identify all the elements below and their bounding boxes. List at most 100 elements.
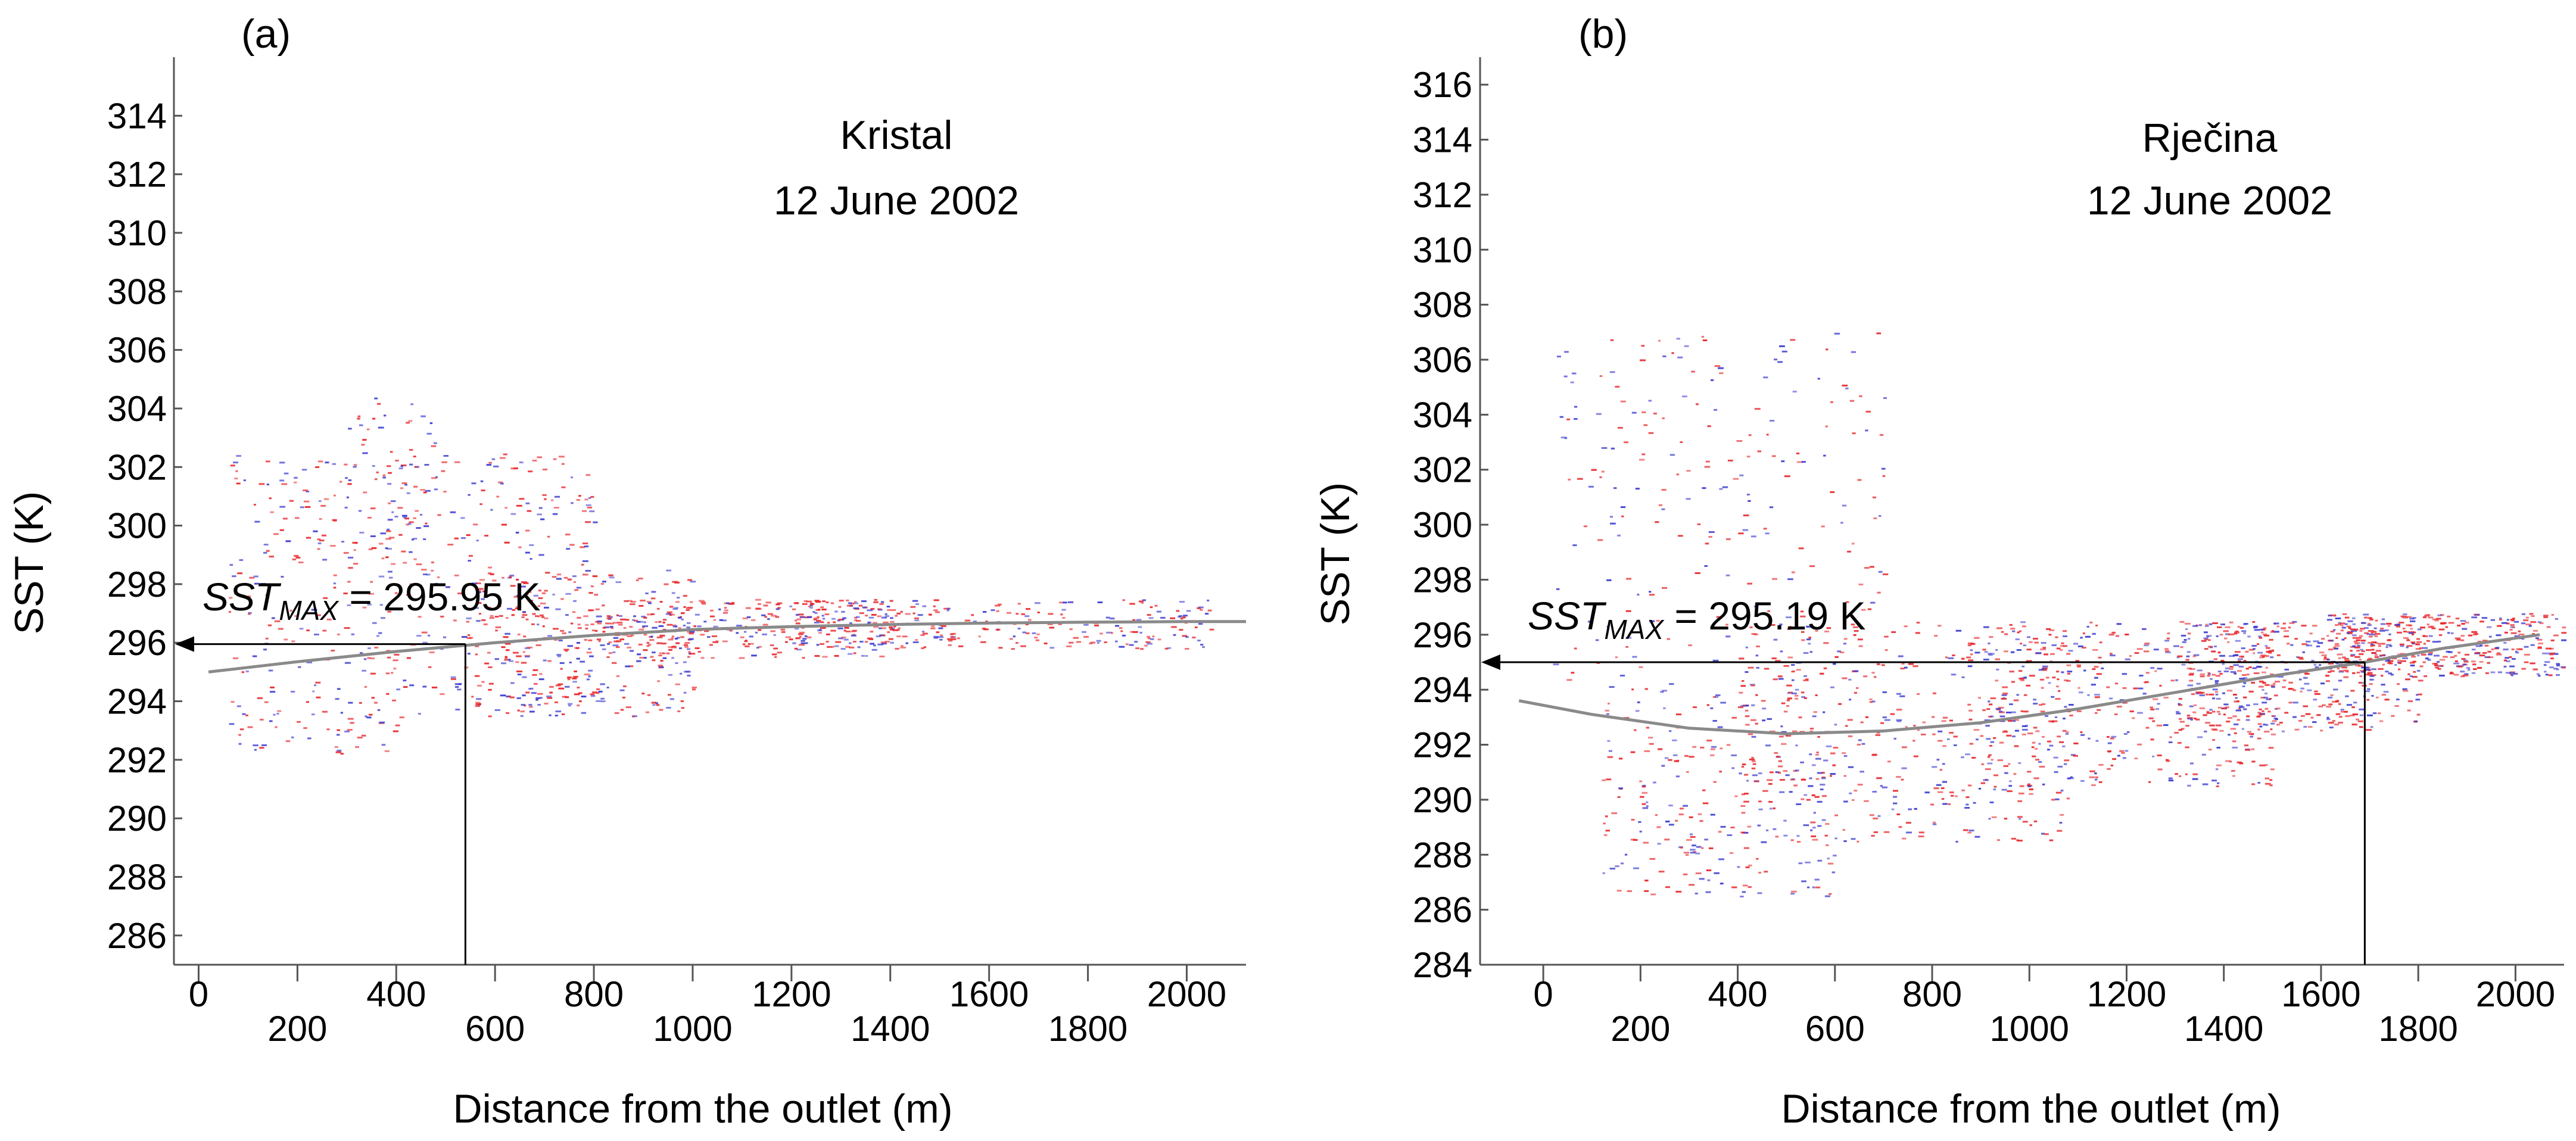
panel-b-scatter-point <box>1559 416 1563 418</box>
panel-b-scatter-point <box>1739 657 1745 660</box>
panel-b-scatter-point <box>1812 827 1816 829</box>
panel-b-scatter-point <box>1591 469 1597 471</box>
panel-a-xtick-label: 1000 <box>653 1009 732 1049</box>
panel-b-scatter-point <box>1571 372 1577 375</box>
panel-b-scatter-point <box>1898 826 1902 828</box>
panel-a-scatter-point <box>816 644 820 646</box>
panel-a-scatter-point <box>230 464 235 467</box>
panel-b-scatter-point <box>1825 823 1830 825</box>
panel-b-scatter-point <box>1896 813 1901 815</box>
panel-b-scatter-point <box>1643 841 1649 844</box>
panel-a-scatter-point <box>684 642 690 644</box>
panel-b-scatter-point <box>2041 642 2047 644</box>
panel-b-scatter-point <box>2248 690 2254 693</box>
panel-b-scatter-point <box>1755 654 1759 657</box>
panel-a-scatter-point <box>525 551 530 554</box>
panel-b-scatter-point <box>2094 677 2098 679</box>
panel-b-scatter-point <box>2316 714 2321 716</box>
panel-b-scatter-point <box>2063 635 2067 637</box>
panel-b-scatter-point <box>2227 641 2230 643</box>
panel-a-scatter-point <box>820 643 825 645</box>
panel-b-scatter-point <box>2126 731 2130 733</box>
panel-b-xtick-label: 1200 <box>2087 974 2166 1014</box>
panel-b-scatter-point <box>1695 892 1698 894</box>
panel-a-scatter-point <box>535 644 541 646</box>
panel-a-scatter-point <box>266 484 269 485</box>
panel-b-scatter-point <box>2253 672 2260 674</box>
panel-a-scatter-point <box>347 581 351 583</box>
panel-b-scatter-point <box>1758 772 1762 775</box>
panel-a-scatter-point <box>615 581 622 584</box>
panel-a-scatter-point <box>582 573 588 576</box>
panel-b-scatter-point <box>1633 839 1638 841</box>
panel-b-scatter-point <box>1822 615 1826 617</box>
panel-b-scatter-point <box>2095 740 2099 742</box>
panel-a-scatter-point <box>248 596 251 598</box>
panel-b-scatter-point <box>2409 618 2415 620</box>
panel-b-scatter-point <box>1675 713 1682 716</box>
panel-a-scatter-point <box>313 530 318 532</box>
panel-b-scatter-point <box>2263 627 2267 629</box>
panel-a-scatter-point <box>686 626 690 628</box>
panel-a-scatter-point <box>622 696 625 699</box>
panel-b-scatter-point <box>1948 657 1954 659</box>
panel-b-scatter-point <box>2256 666 2262 668</box>
panel-a-scatter-point <box>523 635 527 638</box>
panel-a-scatter-point <box>646 711 649 713</box>
panel-b-scatter-point <box>1916 693 1920 695</box>
panel-b-scatter-point <box>2400 615 2407 618</box>
panel-b-scatter-point <box>2407 700 2413 702</box>
panel-a-scatter-point <box>532 674 537 676</box>
panel-b-scatter-point <box>1787 697 1792 700</box>
panel-b-scatter-point <box>1668 805 1673 807</box>
panel-b-scatter-point <box>2397 653 2402 656</box>
panel-a-scatter-point <box>674 638 678 640</box>
panel-b-scatter-point <box>2479 660 2484 663</box>
panel-b-scatter-point <box>2360 671 2365 673</box>
panel-b-scatter-point <box>1815 694 1818 696</box>
panel-b-scatter-point <box>2188 674 2194 676</box>
panel-a-scatter-point <box>736 625 742 627</box>
panel-a-scatter-point <box>245 714 248 716</box>
panel-b-scatter-point <box>1968 709 1973 712</box>
panel-a-scatter-point <box>681 612 685 615</box>
panel-a-scatter-point <box>440 693 445 696</box>
panel-a-scatter-point <box>322 710 328 713</box>
panel-a-scatter-point <box>391 563 396 565</box>
panel-b-scatter-point <box>1720 702 1726 704</box>
panel-b-scatter-point <box>2206 712 2212 714</box>
panel-b-scatter-point <box>2509 673 2512 675</box>
panel-a-scatter-point <box>594 594 599 596</box>
panel-b-scatter-point <box>1795 744 1798 747</box>
panel-b-scatter-point <box>1693 706 1697 709</box>
panel-b-scatter-point <box>2114 682 2119 685</box>
panel-b-scatter-point <box>1607 756 1613 758</box>
panel-a-scatter-point <box>249 576 254 579</box>
panel-b-scatter-point <box>1781 743 1787 745</box>
panel-a-scatter-point <box>279 462 285 464</box>
panel-b-scatter-point <box>1751 767 1756 769</box>
panel-a-scatter-point <box>422 641 428 644</box>
panel-b-scatter-point <box>1877 591 1881 594</box>
panel-a-scatter-point <box>544 703 549 704</box>
panel-b-ytick-label: 302 <box>1413 450 1472 490</box>
panel-b-scatter-point <box>2179 621 2185 623</box>
panel-b-scatter-point <box>1720 883 1724 885</box>
panel-b-scatter-point <box>1918 836 1924 837</box>
panel-a-scatter-point <box>879 603 884 605</box>
panel-a-scatter-point <box>314 684 317 687</box>
panel-b-scatter-point <box>2214 646 2217 647</box>
panel-a-scatter-point <box>403 686 408 688</box>
panel-b-scatter-point <box>1893 737 1896 740</box>
panel-a-scatter-point <box>416 527 421 529</box>
panel-b-scatter-point <box>2137 712 2143 714</box>
panel-b-scatter-point <box>1778 675 1783 678</box>
panel-b-scatter-point <box>2377 643 2384 645</box>
panel-b-scatter-point <box>2185 659 2189 661</box>
panel-b-scatter-point <box>2426 640 2430 642</box>
panel-b-scatter-point <box>2326 706 2332 708</box>
panel-a-scatter-point <box>1037 612 1040 613</box>
panel-b-scatter-point <box>1719 488 1723 490</box>
panel-b-scatter-point <box>1756 646 1760 647</box>
panel-a-scatter-point <box>608 574 613 576</box>
